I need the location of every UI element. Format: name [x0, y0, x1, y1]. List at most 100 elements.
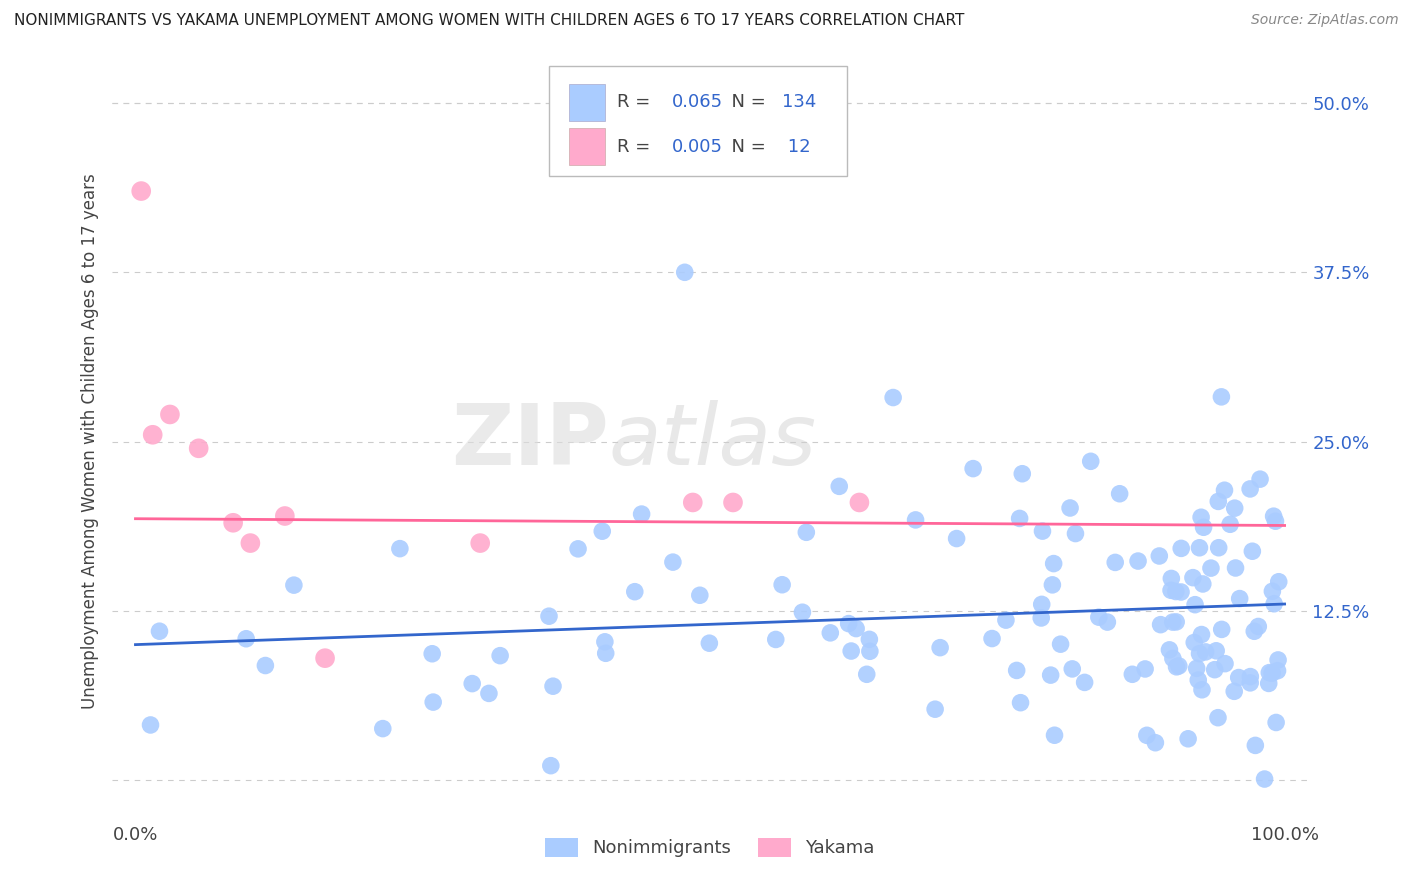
Point: [540, 758, 562, 772]
Point: [1239, 482, 1261, 496]
Point: [1133, 662, 1156, 676]
Point: [1059, 500, 1081, 515]
Point: [1188, 647, 1211, 661]
Point: [1164, 584, 1187, 599]
Point: [1263, 509, 1285, 524]
Point: [1161, 651, 1184, 665]
Point: [858, 632, 880, 647]
Text: 0.005: 0.005: [672, 138, 723, 156]
Point: [1166, 615, 1188, 629]
Point: [1213, 483, 1236, 498]
Point: [1205, 644, 1227, 658]
Point: [537, 609, 560, 624]
Point: [1177, 731, 1199, 746]
Point: [924, 702, 946, 716]
Point: [1042, 557, 1064, 571]
Point: [1159, 643, 1181, 657]
Point: [187, 442, 209, 456]
Text: R =: R =: [617, 93, 655, 111]
Text: 134: 134: [782, 93, 815, 111]
Text: R =: R =: [617, 138, 655, 156]
Point: [794, 525, 817, 540]
Point: [1211, 623, 1233, 637]
Point: [1258, 665, 1281, 680]
Point: [1031, 611, 1053, 625]
Point: [371, 722, 394, 736]
Point: [541, 679, 564, 693]
Point: [828, 479, 851, 493]
Point: [1187, 673, 1209, 687]
Point: [673, 265, 696, 279]
Point: [839, 644, 862, 658]
Point: [1265, 715, 1288, 730]
Point: [422, 695, 444, 709]
Point: [1160, 583, 1182, 598]
Point: [765, 632, 787, 647]
Point: [1062, 662, 1084, 676]
Point: [1170, 541, 1192, 556]
Text: atlas: atlas: [609, 400, 817, 483]
Point: [388, 541, 411, 556]
Point: [662, 555, 685, 569]
Point: [1241, 544, 1264, 558]
Point: [593, 635, 616, 649]
Point: [1097, 615, 1119, 629]
Point: [630, 507, 652, 521]
Point: [1104, 556, 1126, 570]
Point: [1043, 728, 1066, 742]
Text: ZIP: ZIP: [451, 400, 609, 483]
Y-axis label: Unemployment Among Women with Children Ages 6 to 17 years: Unemployment Among Women with Children A…: [80, 174, 98, 709]
Point: [1166, 660, 1188, 674]
Point: [1040, 578, 1063, 592]
Point: [420, 647, 443, 661]
Point: [1267, 574, 1289, 589]
Point: [1206, 711, 1229, 725]
Point: [1064, 526, 1087, 541]
Point: [1149, 549, 1171, 563]
Point: [461, 676, 484, 690]
Point: [1219, 517, 1241, 532]
Point: [1080, 454, 1102, 468]
Text: N =: N =: [720, 138, 770, 156]
Point: [859, 644, 882, 658]
Point: [239, 536, 262, 550]
Point: [689, 588, 711, 602]
Point: [1088, 610, 1111, 624]
Point: [623, 584, 645, 599]
Text: 0.065: 0.065: [672, 93, 723, 111]
Point: [1188, 541, 1211, 555]
Point: [1244, 739, 1267, 753]
Point: [1229, 591, 1251, 606]
Point: [1126, 554, 1149, 568]
Text: N =: N =: [720, 93, 770, 111]
Point: [1227, 671, 1250, 685]
Point: [1121, 667, 1143, 681]
Point: [1136, 728, 1159, 742]
Point: [1263, 597, 1285, 611]
Point: [1211, 390, 1233, 404]
Point: [1239, 669, 1261, 683]
Point: [1267, 664, 1289, 678]
Point: [1264, 514, 1286, 528]
Point: [1247, 619, 1270, 633]
Point: [222, 516, 245, 530]
Point: [1170, 585, 1192, 599]
Point: [314, 651, 336, 665]
Point: [159, 408, 181, 422]
Point: [1108, 487, 1130, 501]
Point: [1261, 666, 1284, 681]
Point: [1049, 637, 1071, 651]
Point: [235, 632, 257, 646]
Point: [1249, 472, 1271, 486]
Point: [1185, 661, 1208, 675]
Point: [1039, 668, 1062, 682]
Bar: [569, 128, 605, 165]
Point: [1261, 584, 1284, 599]
Point: [591, 524, 613, 539]
Point: [1267, 653, 1289, 667]
Point: [1204, 663, 1226, 677]
Point: [855, 667, 877, 681]
Point: [1181, 571, 1204, 585]
Point: [1191, 682, 1213, 697]
Point: [770, 578, 793, 592]
